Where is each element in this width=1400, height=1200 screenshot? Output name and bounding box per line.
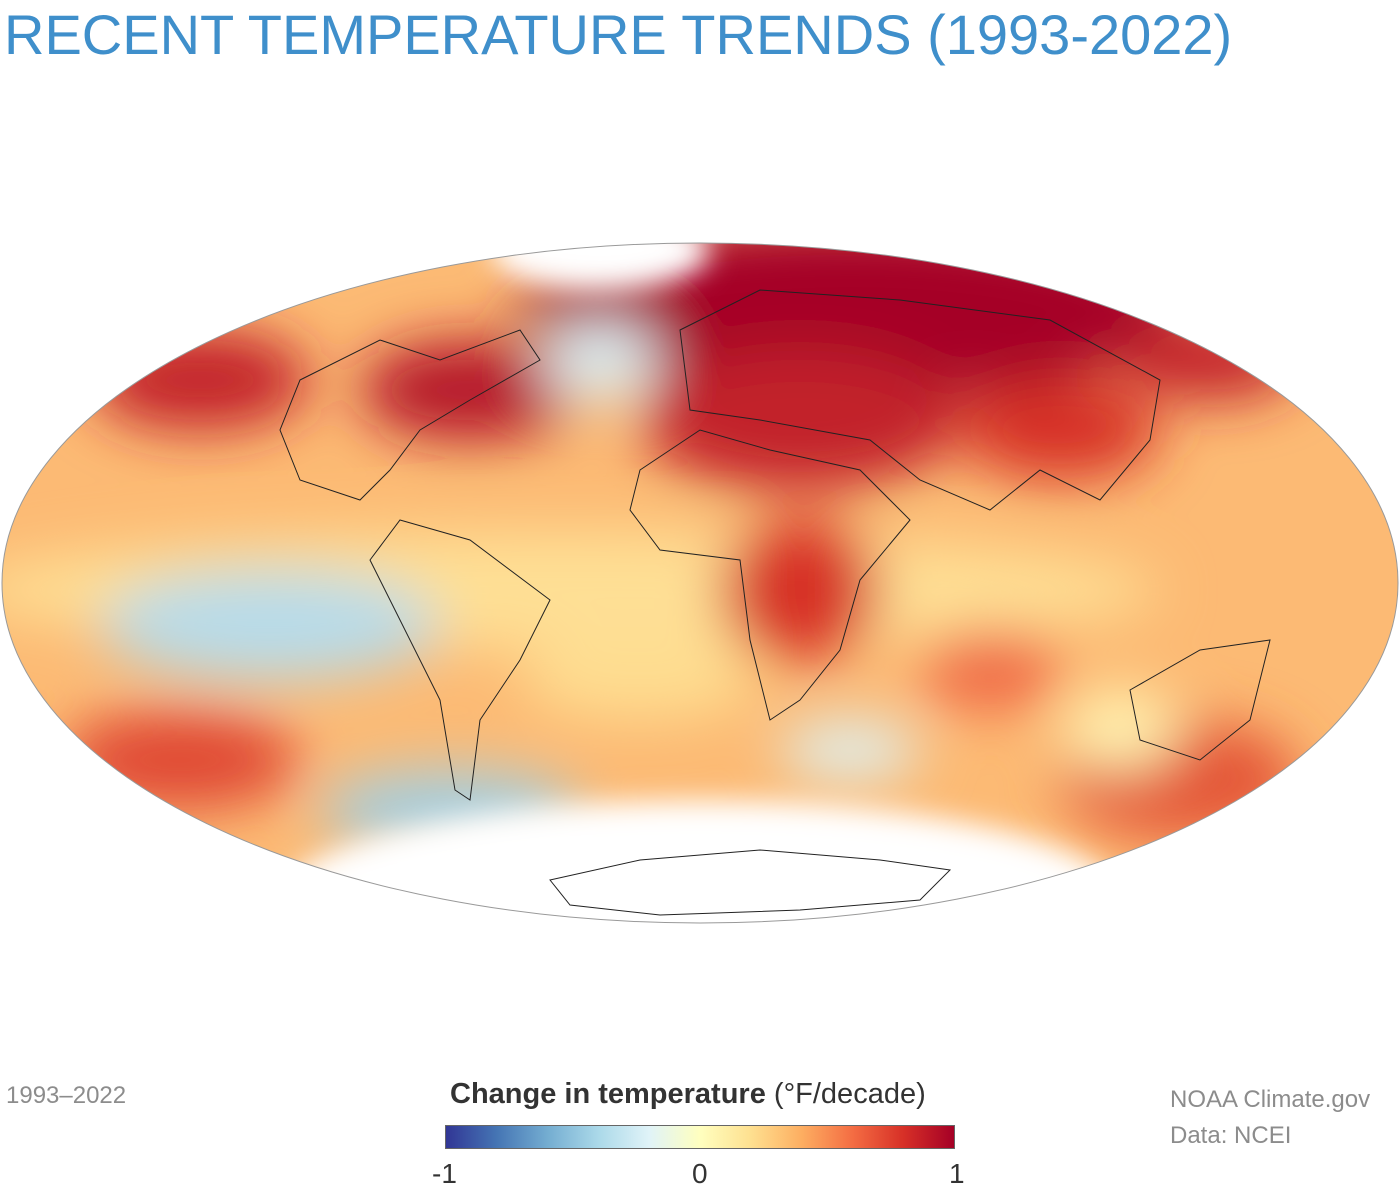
legend-units: (°F/decade) [773, 1078, 926, 1110]
globe-outline [1, 242, 1399, 924]
credit-data: Data: NCEI [1170, 1122, 1292, 1149]
page-title: RECENT TEMPERATURE TRENDS (1993-2022) [4, 3, 1233, 66]
legend-mid-label: 0 [692, 1158, 708, 1189]
color-scale-bar [445, 1125, 955, 1149]
continent-outlines [279, 289, 1271, 916]
legend-max-label: 1 [949, 1158, 965, 1189]
polar-no-data-areas [280, 243, 1120, 923]
credit: NOAA Climate.gov Data: NCEI [1170, 1082, 1370, 1154]
legend-min-label: -1 [432, 1158, 457, 1189]
period-label: 1993–2022 [6, 1082, 127, 1109]
credit-source: NOAA Climate.gov [1170, 1086, 1371, 1113]
legend-title: Change in temperature (°F/decade) [450, 1078, 926, 1111]
legend-title-bold: Change in temperature [450, 1078, 766, 1110]
world-temperature-trend-map [1, 242, 1399, 924]
